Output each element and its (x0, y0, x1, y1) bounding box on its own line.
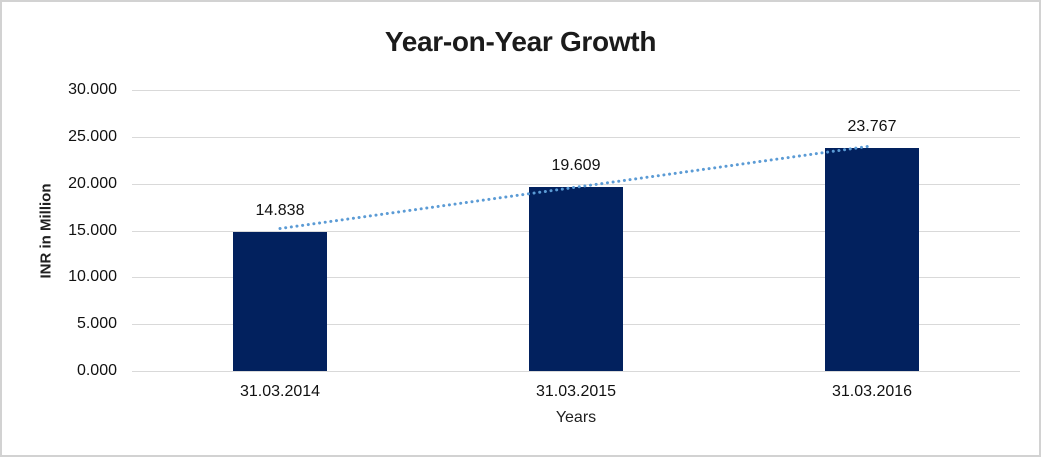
chart-title: Year-on-Year Growth (384, 26, 657, 57)
y-tick-label: 10.000 (68, 268, 117, 286)
y-tick-label: 0.000 (76, 362, 117, 379)
y-tick-label: 15.000 (68, 221, 117, 239)
y-tick-label: 30.000 (68, 81, 117, 98)
y-tick-label: 25.000 (68, 127, 117, 145)
y-tick-label: 20.000 (68, 174, 117, 192)
x-axis-title: Years (555, 409, 597, 426)
bar-value-label: 19.609 (551, 157, 601, 175)
x-tick-label: 31.03.2016 (831, 383, 913, 400)
bar-31.03.2016 (825, 148, 919, 371)
gridline-25 (132, 136, 1020, 138)
bar-value-label: 23.767 (847, 118, 897, 136)
bar-31.03.2014 (233, 232, 327, 371)
y-tick-label: 5.000 (76, 315, 117, 333)
x-tick-label: 31.03.2015 (535, 383, 617, 400)
x-tick-label: 31.03.2014 (239, 383, 321, 400)
bar-value-label: 14.838 (255, 202, 305, 220)
bar-31.03.2015 (529, 187, 623, 371)
gridline-30 (132, 90, 1020, 91)
plot-area: 14.838 19.609 23.767 (132, 90, 1020, 372)
